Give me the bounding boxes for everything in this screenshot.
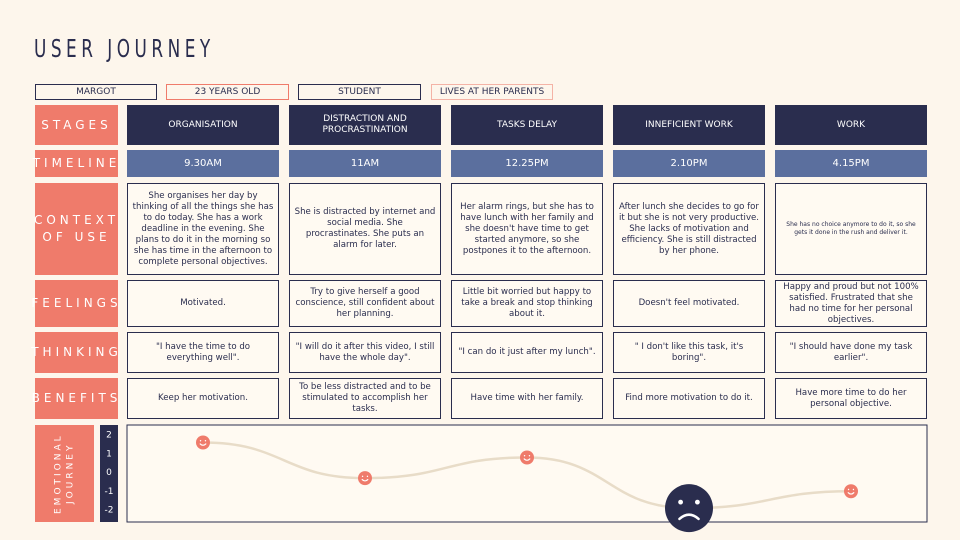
row-label: FEELINGS <box>31 280 118 327</box>
persona-tag: STUDENT <box>298 84 421 100</box>
persona-tag: MARGOT <box>35 84 157 100</box>
row-cell: To be less distracted and to be stimulat… <box>289 378 441 419</box>
row-cell: ORGANISATION <box>127 105 279 145</box>
y-tick-label: -1 <box>105 487 114 497</box>
row-cell: "I can do it just after my lunch". <box>451 332 603 373</box>
row-cell: Doesn't feel motivated. <box>613 280 765 327</box>
persona-tag: 23 YEARS OLD <box>166 84 289 100</box>
row-cell: Keep her motivation. <box>127 378 279 419</box>
row-cell: INNEFICIENT WORK <box>613 105 765 145</box>
row-cell: Have more time to do her personal object… <box>775 378 927 419</box>
emotion-face <box>520 450 534 465</box>
row-cell: 9.30AM <box>127 150 279 177</box>
row-cell: "I will do it after this video, I still … <box>289 332 441 373</box>
row-cell: 11AM <box>289 150 441 177</box>
row-cell: She is distracted by internet and social… <box>289 183 441 275</box>
row-cell: "I have the time to do everything well". <box>127 332 279 373</box>
y-tick-label: -2 <box>105 506 114 516</box>
y-tick-label: 2 <box>106 431 112 441</box>
emotion-face <box>358 471 372 486</box>
row-label: CONTEXT OF USE <box>34 183 118 275</box>
row-cell: "I should have done my task earlier". <box>775 332 927 373</box>
row-cell: Try to give herself a good conscience, s… <box>289 280 441 327</box>
row-cell: She organises her day by thinking of all… <box>127 183 279 275</box>
row-cell: " I don't like this task, it's boring". <box>613 332 765 373</box>
row-label: THINKING <box>31 332 118 373</box>
row-cell: TASKS DELAY <box>451 105 603 145</box>
row-cell: WORK <box>775 105 927 145</box>
row-cell: Little bit worried but happy to take a b… <box>451 280 603 327</box>
row-label: TIMELINE <box>33 150 118 177</box>
row-cell: 2.10PM <box>613 150 765 177</box>
y-tick-label: 1 <box>106 449 112 459</box>
row-label: EMOTIONAL JOURNEY <box>35 425 94 522</box>
row-cell: 4.15PM <box>775 150 927 177</box>
scale-strip <box>100 425 118 522</box>
row-label: STAGES <box>35 105 118 145</box>
chart-frame <box>126 424 928 523</box>
row-cell: Her alarm rings, but she has to have lun… <box>451 183 603 275</box>
y-tick-label: 0 <box>106 468 112 478</box>
row-cell: Happy and proud but not 100% satisfied. … <box>775 280 927 327</box>
emotion-face <box>844 484 858 499</box>
row-cell: DISTRACTION AND PROCRASTINATION <box>289 105 441 145</box>
emotion-face <box>665 484 713 533</box>
row-label: BENEFITS <box>32 378 118 419</box>
persona-tag: LIVES AT HER PARENTS <box>431 84 553 100</box>
title: USER JOURNEY <box>34 34 215 63</box>
row-cell: Have time with her family. <box>451 378 603 419</box>
row-cell: She has no choice anymore to do it, so s… <box>775 183 927 275</box>
row-cell: 12.25PM <box>451 150 603 177</box>
row-cell: Find more motivation to do it. <box>613 378 765 419</box>
emotion-face <box>196 435 210 450</box>
row-cell: Motivated. <box>127 280 279 327</box>
row-cell: After lunch she decides to go for it but… <box>613 183 765 275</box>
